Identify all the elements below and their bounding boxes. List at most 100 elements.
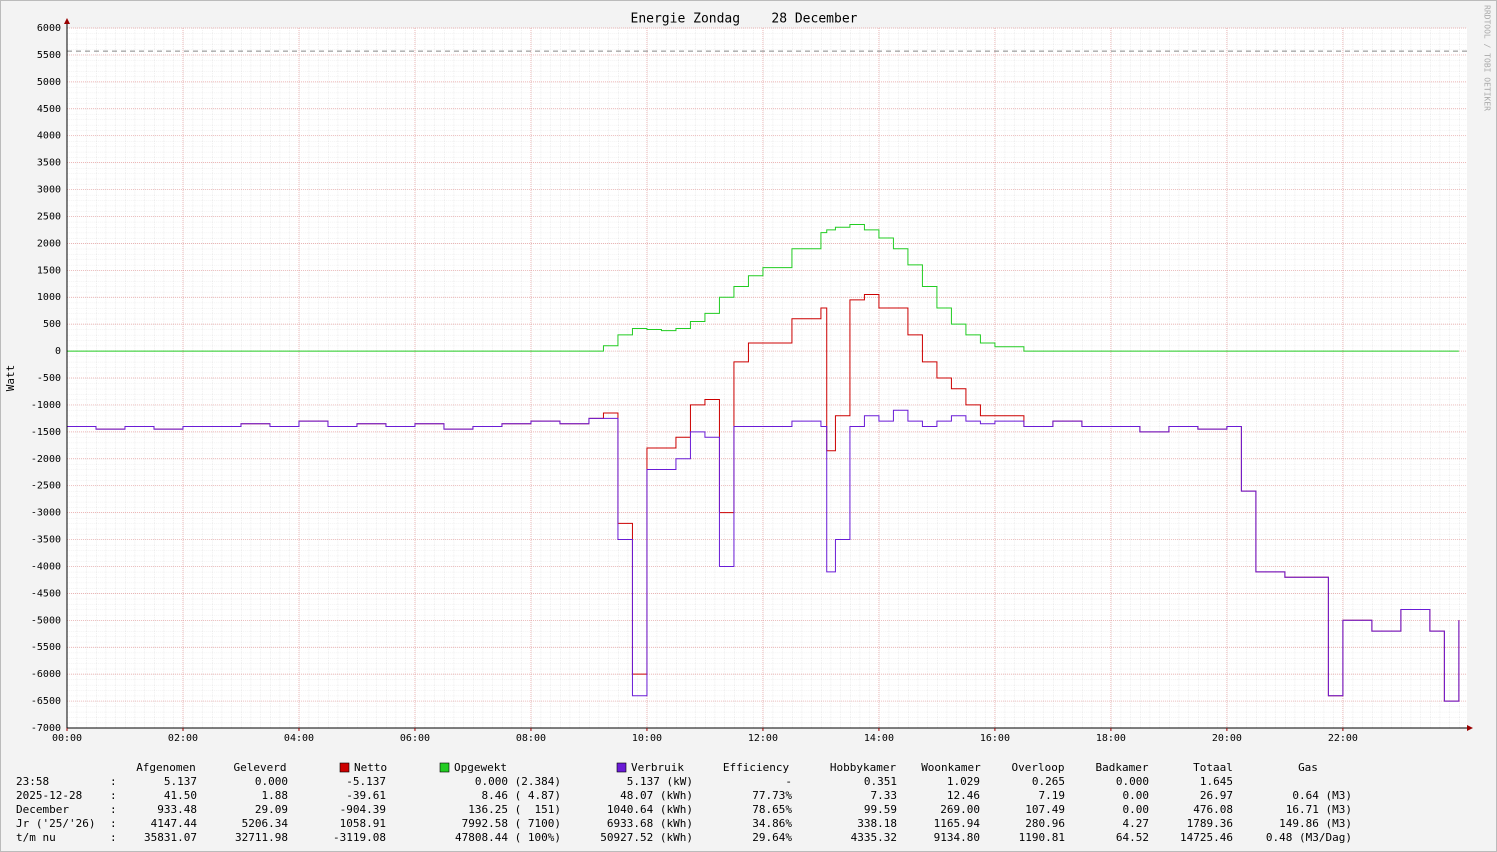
table-cell: 107.49 [1025,803,1065,816]
x-tick-label: 02:00 [168,733,198,744]
row-label: t/m nu [16,831,56,844]
table-cell: 0.00 [1123,803,1150,816]
table-cell: 29.64% [752,831,792,844]
column-header: Afgenomen [136,761,196,774]
y-tick-label: 4500 [37,104,61,115]
y-tick-label: 2500 [37,211,61,222]
y-tick-label: -1500 [31,427,61,438]
table-cell: 1.029 [947,775,980,788]
x-tick-label: 10:00 [632,733,662,744]
table-cell: 78.65% [752,803,792,816]
table-cell: 136.25 ( 151) [468,803,561,816]
table-cell: - [785,775,792,788]
table-cell: -39.61 [346,789,386,802]
series-line [67,409,1460,702]
table-cell: 64.52 [1116,831,1149,844]
column-header: Efficiency [723,761,790,774]
legend-swatch [439,762,450,773]
row-separator: : [110,831,117,844]
legend-label: Verbruik [631,761,684,774]
y-tick-label: -6000 [31,669,61,680]
table-cell: 0.000 [255,775,288,788]
x-tick-label: 06:00 [400,733,430,744]
y-tick-label: -3000 [31,508,61,519]
table-cell: 7.33 [871,789,898,802]
table-cell: 1190.81 [1019,831,1065,844]
row-separator: : [110,817,117,830]
y-arrow [64,18,70,24]
table-cell: -904.39 [340,803,386,816]
y-tick-label: 2000 [37,238,61,249]
y-tick-label: 3000 [37,185,61,196]
table-cell: 35831.07 [144,831,197,844]
table-cell: 0.265 [1032,775,1065,788]
x-tick-label: 00:00 [52,733,82,744]
table-cell: 1.645 [1200,775,1233,788]
x-tick-label: 04:00 [284,733,314,744]
table-cell: 4.27 [1123,817,1150,830]
y-tick-label: -5000 [31,615,61,626]
x-tick-label: 22:00 [1328,733,1358,744]
y-tick-label: -2500 [31,481,61,492]
table-cell: 14725.46 [1180,831,1233,844]
column-header: Gas [1298,761,1318,774]
table-cell: 1165.94 [934,817,981,830]
table-cell: 4335.32 [851,831,897,844]
table-cell: 5.137 [164,775,197,788]
table-cell: 16.71 (M3) [1286,803,1352,816]
axes: -7000-6500-6000-5500-5000-4500-4000-3500… [31,18,1473,744]
table-cell: -5.137 [346,775,386,788]
grid [66,27,1467,729]
y-axis-label: Watt [4,365,17,392]
table-cell: 1058.91 [340,817,386,830]
x-tick-label: 20:00 [1212,733,1242,744]
watermark: RRDTOOL / TOBI OETIKER [1483,5,1492,111]
y-tick-label: 5500 [37,50,61,61]
legend-label: Netto [354,761,387,774]
table-cell: 4147.44 [151,817,198,830]
y-tick-label: 6000 [37,23,61,34]
y-tick-label: -5500 [31,642,61,653]
table-cell: 0.00 [1123,789,1150,802]
table-cell: 476.08 [1193,803,1233,816]
x-tick-label: 16:00 [980,733,1010,744]
table-cell: 269.00 [940,803,980,816]
y-tick-label: -1000 [31,400,61,411]
data-table: Afgenomen Geleverd Netto Opgewekt Verbruik Ef… [16,761,1352,844]
y-tick-label: -2000 [31,454,61,465]
row-label: 23:58 [16,775,49,788]
table-cell: 0.000 [1116,775,1149,788]
table-cell: 5206.34 [242,817,289,830]
table-cell: 7.19 [1039,789,1066,802]
table-cell: 0.351 [864,775,897,788]
row-label: 2025-12-28 [16,789,82,802]
x-arrow [1467,725,1473,731]
table-cell: 1040.64 (kWh) [607,803,693,816]
table-cell: 0.48 (M3/Dag) [1266,831,1352,844]
table-cell: 41.50 [164,789,197,802]
y-tick-label: 4000 [37,131,61,142]
x-tick-label: 14:00 [864,733,894,744]
table-cell: 280.96 [1025,817,1065,830]
y-tick-label: -4000 [31,561,61,572]
column-header: Geleverd [234,761,287,774]
table-cell: 99.59 [864,803,897,816]
table-cell: 6933.68 (kWh) [607,817,693,830]
table-cell: 29.09 [255,803,288,816]
row-separator: : [110,803,117,816]
column-header: Badkamer [1096,761,1149,774]
chart-title: Energie Zondag 28 December [631,12,858,27]
table-cell: 7992.58 ( 7100) [462,817,561,830]
y-tick-label: 500 [43,319,61,330]
y-tick-label: 1500 [37,265,61,276]
table-cell: 0.64 (M3) [1292,789,1352,802]
row-separator: : [110,789,117,802]
table-cell: 48.07 (kWh) [620,789,693,802]
table-cell: -3119.08 [333,831,386,844]
legend-swatch [616,762,627,773]
legend-swatch [339,762,350,773]
y-tick-label: 5000 [37,77,61,88]
table-cell: 1.88 [262,789,289,802]
